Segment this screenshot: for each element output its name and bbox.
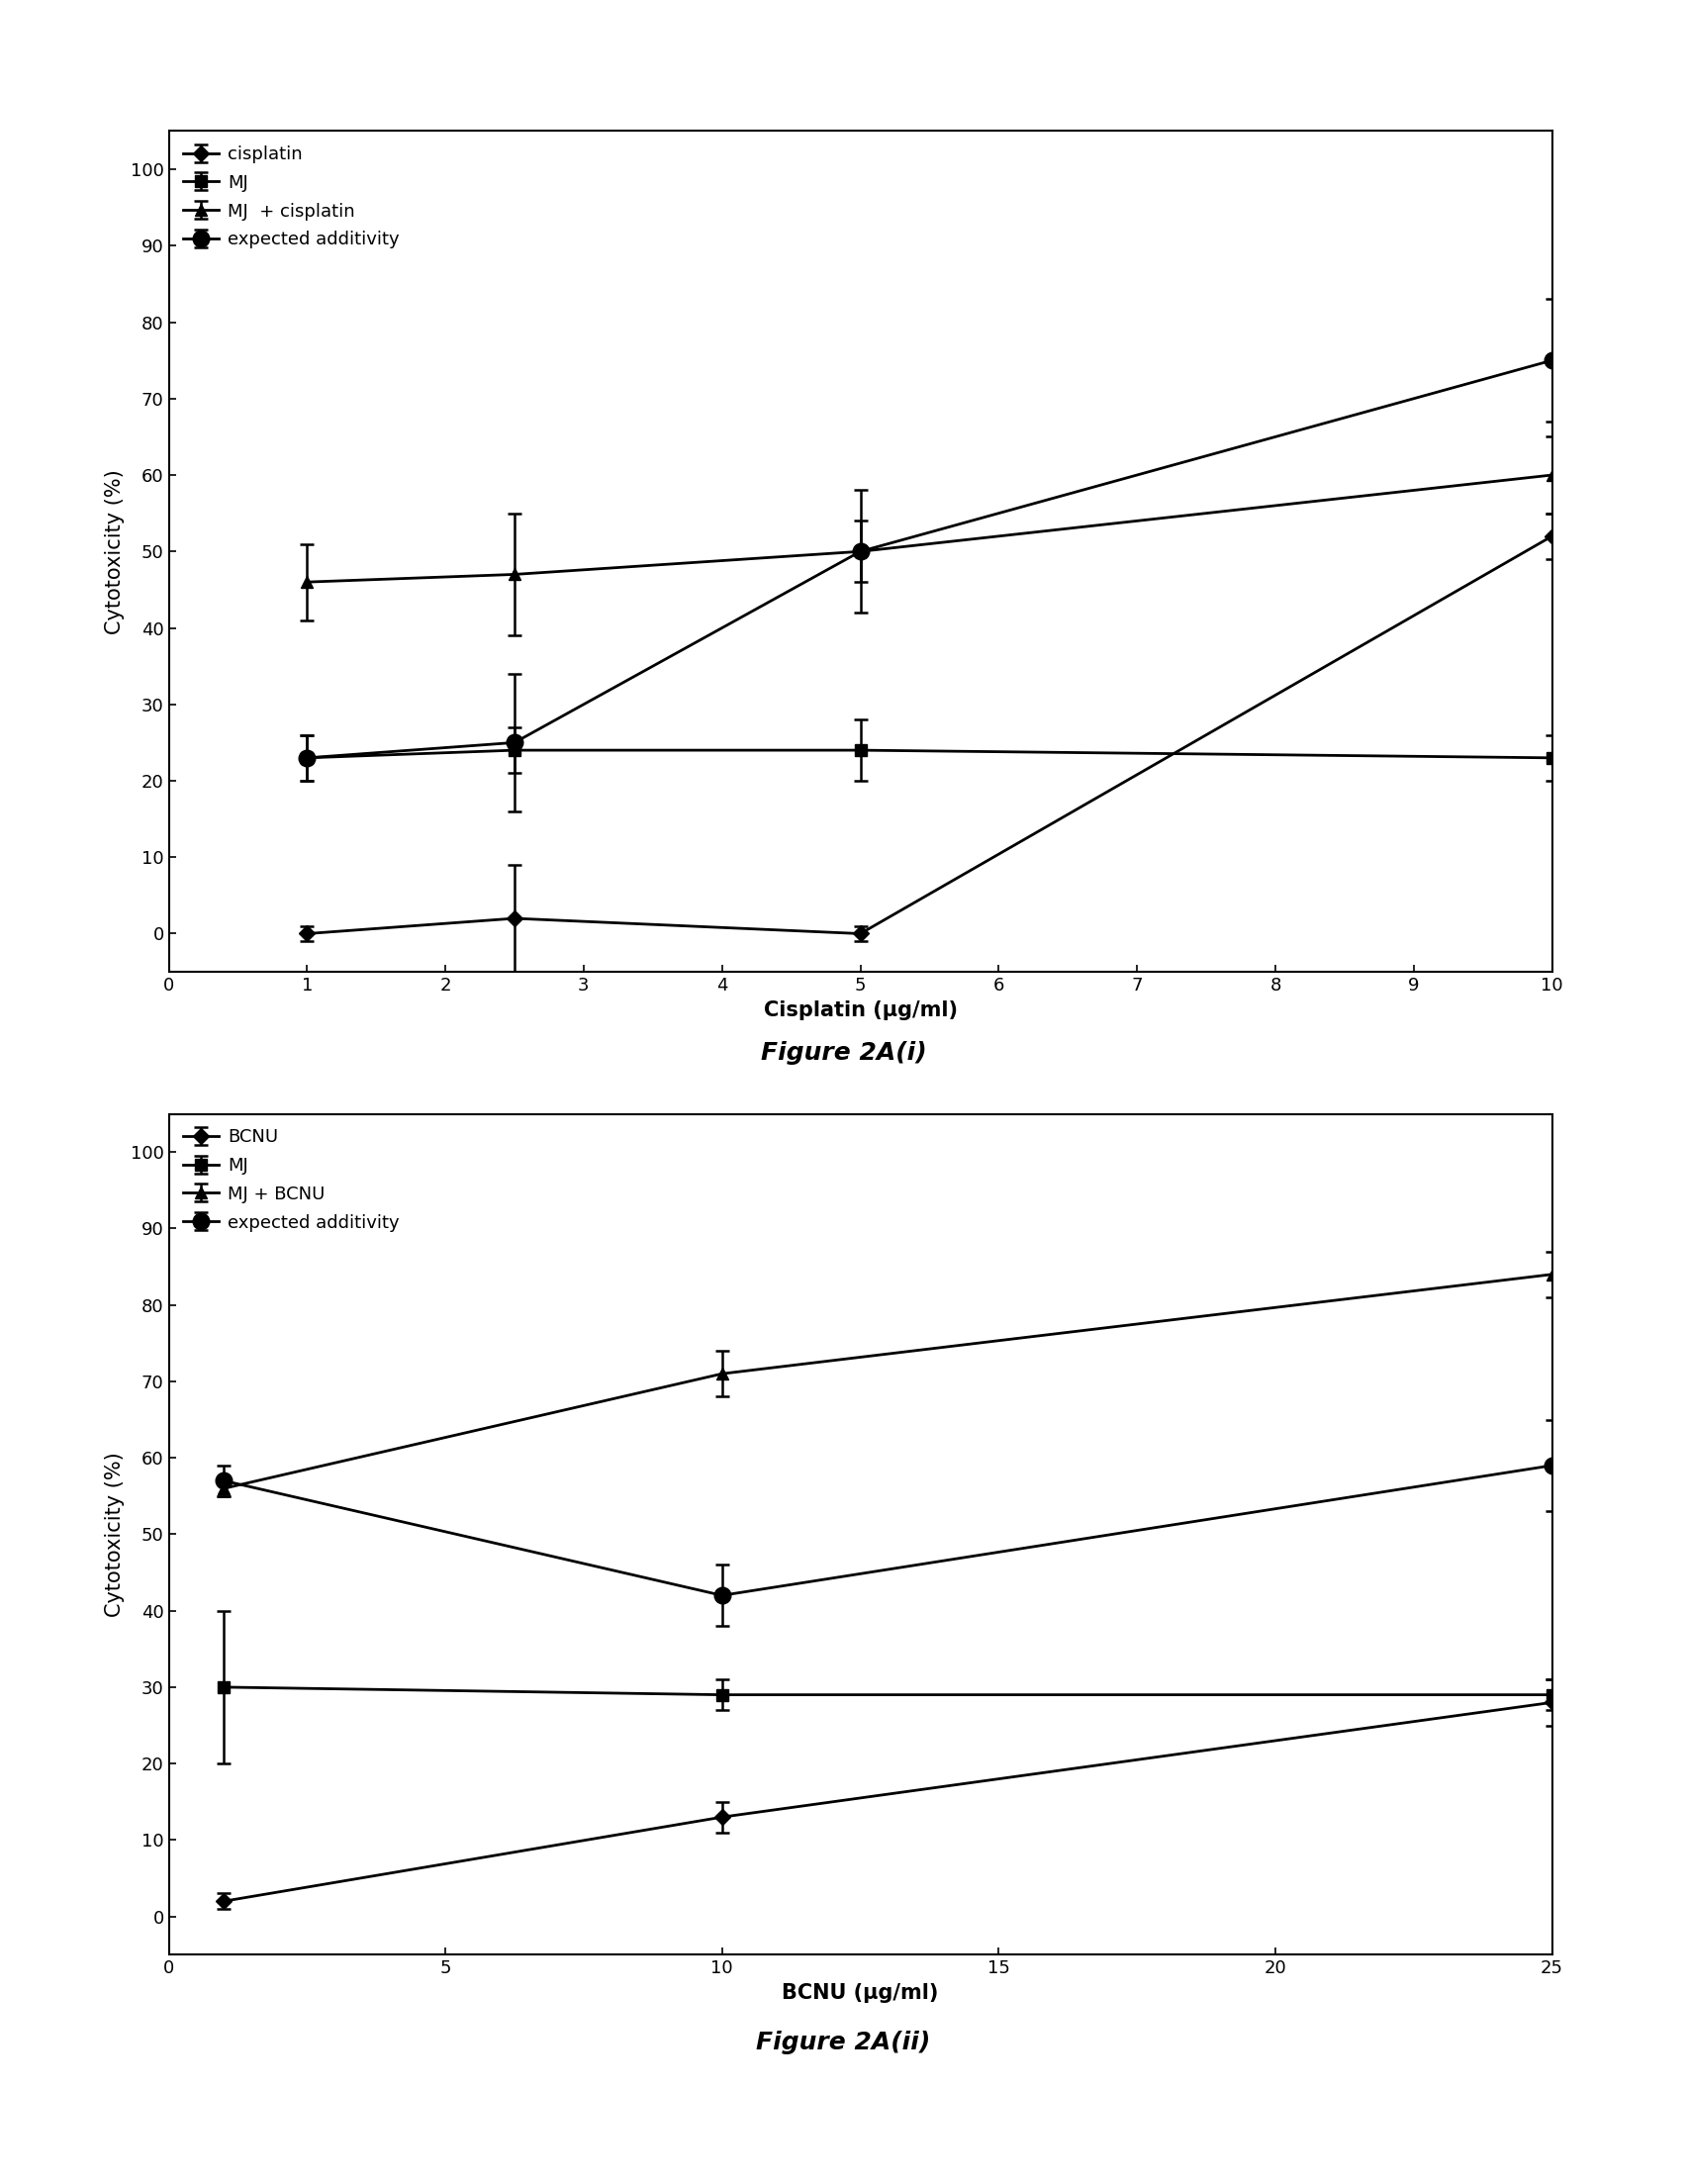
Legend: BCNU, MJ, MJ + BCNU, expected additivity: BCNU, MJ, MJ + BCNU, expected additivity — [177, 1123, 405, 1236]
X-axis label: Cisplatin (μg/ml): Cisplatin (μg/ml) — [764, 1000, 957, 1020]
Text: Figure 2A(i): Figure 2A(i) — [761, 1042, 926, 1064]
Legend: cisplatin, MJ, MJ  + cisplatin, expected additivity: cisplatin, MJ, MJ + cisplatin, expected … — [177, 140, 405, 253]
Y-axis label: Cytotoxicity (%): Cytotoxicity (%) — [105, 1452, 125, 1616]
Text: Figure 2A(ii): Figure 2A(ii) — [756, 2031, 931, 2053]
Y-axis label: Cytotoxicity (%): Cytotoxicity (%) — [105, 470, 125, 633]
X-axis label: BCNU (μg/ml): BCNU (μg/ml) — [783, 1983, 938, 2003]
